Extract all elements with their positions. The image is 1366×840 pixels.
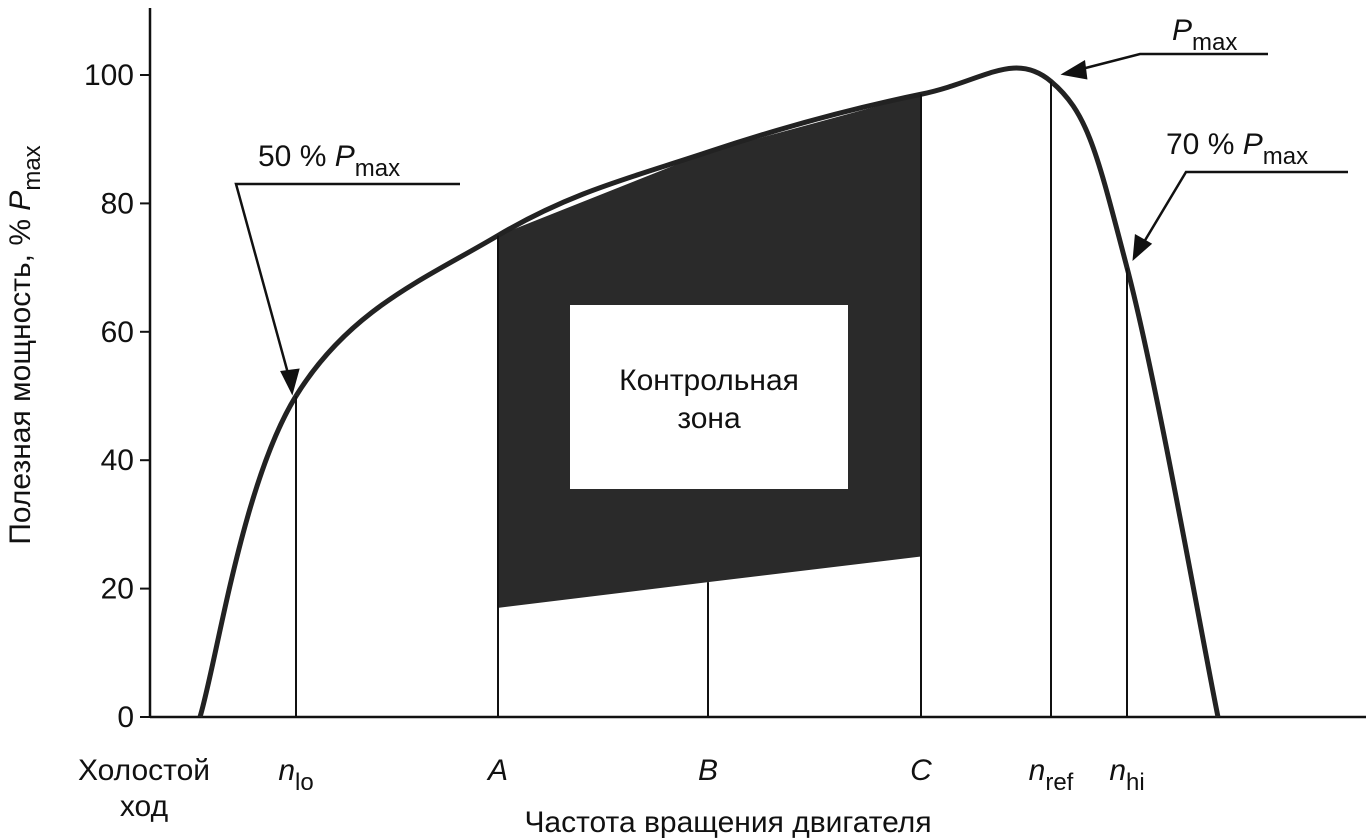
- zone-box: [570, 305, 848, 489]
- y-tick-label: 80: [101, 187, 134, 220]
- x-tick-label: Холостой ход: [78, 754, 210, 823]
- x-tick-label: nref: [1029, 754, 1074, 796]
- x-tick-label: C: [910, 754, 932, 787]
- power-curve: [197, 65, 1221, 718]
- y-tick-label: 0: [117, 701, 134, 734]
- y-tick-label: 20: [101, 573, 134, 606]
- x-tick-label: nlo: [278, 754, 313, 796]
- y-tick-label: 100: [84, 59, 134, 92]
- annotation: 50 % Pmax: [258, 140, 400, 182]
- annotation: 70 % Pmax: [1166, 128, 1308, 170]
- x-tick-label: A: [486, 754, 508, 787]
- arrows: [234, 52, 1348, 396]
- x-tick-label: B: [698, 754, 718, 787]
- zone-label: Контрольная зона: [619, 364, 799, 435]
- y-axis-label: Полезная мощность, % Pmax: [4, 145, 46, 544]
- annotation: Pmax: [1172, 14, 1237, 56]
- x-axis-label: Частота вращения двигателя: [524, 806, 931, 839]
- y-tick-label: 40: [101, 444, 134, 477]
- y-tick-label: 60: [101, 316, 134, 349]
- x-tick-label: nhi: [1109, 754, 1144, 796]
